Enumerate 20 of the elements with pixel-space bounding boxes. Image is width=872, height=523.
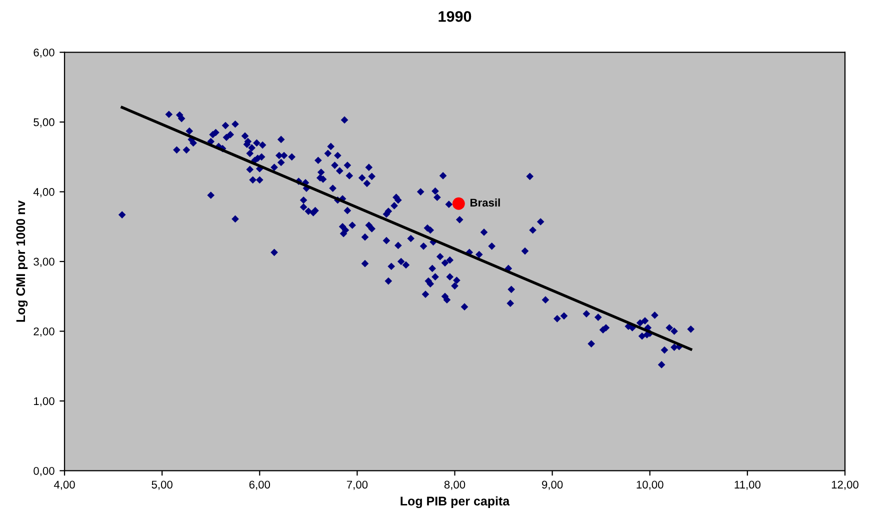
x-tick-label: 12,00	[832, 480, 858, 490]
x-tick-label: 6,00	[249, 480, 270, 490]
y-tick-label: 4,00	[33, 188, 54, 198]
chart-title: 1990	[438, 11, 472, 22]
x-tick-label: 5,00	[152, 480, 172, 490]
y-tick-label: 1,00	[34, 397, 54, 406]
y-tick-label: 0,00	[34, 466, 54, 476]
x-axis-title: Log PIB per capita	[400, 496, 510, 508]
y-tick-label: 5,00	[34, 118, 54, 128]
y-axis-title: Log CMI por 1000 nv	[16, 200, 28, 322]
x-tick-label: 8,00	[444, 480, 466, 490]
x-tick-label: 10,00	[636, 480, 664, 490]
y-tick-label: 3,00	[34, 258, 54, 267]
x-tick-label: 4,00	[54, 480, 75, 490]
x-tick-label: 9,00	[542, 480, 563, 490]
x-tick-label: 11,00	[734, 480, 760, 490]
x-tick-label: 7,00	[346, 480, 368, 490]
y-tick-label: 6,00	[34, 48, 54, 58]
series-label: Brasil	[470, 198, 500, 207]
y-tick-label: 2,00	[34, 328, 54, 337]
